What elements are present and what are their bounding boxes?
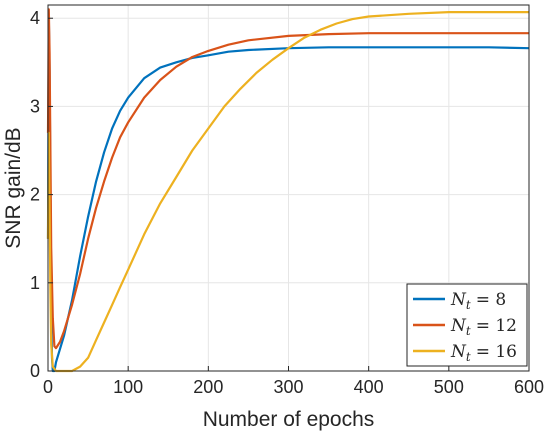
x-tick-label: 0 bbox=[43, 377, 53, 397]
series-line-3 bbox=[46, 11, 529, 373]
grid-lines bbox=[47, 5, 530, 372]
y-tick-label: 4 bbox=[30, 8, 40, 28]
y-tick-label: 3 bbox=[30, 96, 40, 116]
x-tick-label: 300 bbox=[273, 377, 303, 397]
legend-entry: Nt = 16 bbox=[450, 342, 517, 364]
y-tick-label: 1 bbox=[30, 273, 40, 293]
x-tick-label: 100 bbox=[113, 377, 143, 397]
x-tick-label: 400 bbox=[354, 377, 384, 397]
legend: Nt = 8 Nt = 12 Nt = 16 bbox=[406, 283, 528, 367]
x-tick-label: 200 bbox=[193, 377, 223, 397]
x-tick-label: 500 bbox=[434, 377, 464, 397]
legend-entry: Nt = 12 bbox=[450, 316, 517, 338]
series-line-2 bbox=[46, 8, 529, 350]
series-lines bbox=[46, 8, 530, 373]
y-tick-label: 0 bbox=[30, 361, 40, 381]
x-axis-label: Number of epochs bbox=[203, 408, 375, 431]
axis-ticks: 0 100 200 300 400 500 600 0 1 2 3 4 bbox=[30, 8, 544, 397]
legend-entry: Nt = 8 bbox=[450, 290, 506, 312]
y-tick-label: 2 bbox=[30, 185, 40, 205]
y-axis-label: SNR gain/dB bbox=[2, 127, 25, 248]
x-tick-label: 600 bbox=[514, 377, 544, 397]
